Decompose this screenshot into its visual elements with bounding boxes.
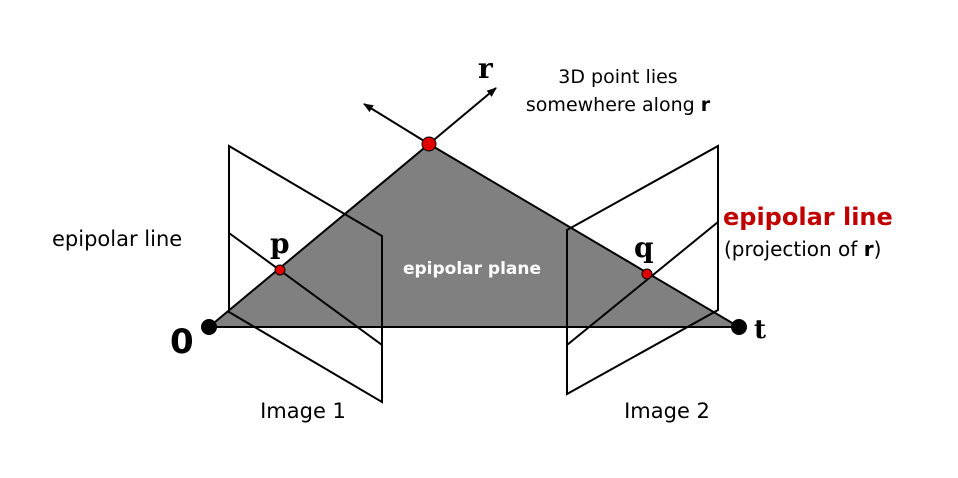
ray-caption-line1: 3D point lies [558,66,677,88]
projection-bold: r [864,237,874,261]
left-epipolar-line-label: epipolar line [52,227,182,251]
scene-point [421,136,437,152]
ray-caption-line2-bold: r [701,94,711,116]
projection-prefix: (projection of [724,237,864,261]
ray-caption-line2-text: somewhere along [526,94,701,116]
point-p [274,264,286,276]
translation-dot [731,319,747,335]
point-q-label: q [634,231,654,264]
point-q [641,268,653,280]
ray-label: r [478,52,494,85]
origin-label: 0 [170,322,194,362]
projection-suffix: ) [874,237,882,261]
image2-frame [566,144,719,396]
image1-frame [228,144,383,404]
ray-r-back-arrow [363,103,430,145]
image2-label: Image 2 [624,399,710,423]
origin-dot [201,319,217,335]
right-epipolar-line-label: epipolar line [723,203,893,231]
projection-caption: (projection of r) [724,237,881,261]
translation-label: t [754,315,766,345]
image1-label: Image 1 [260,399,346,423]
ray-caption-line2: somewhere along r [526,94,711,116]
ray-r-arrow [428,87,497,145]
right-epipolar-line [566,221,719,346]
epipolar-plane-label: epipolar plane [403,259,541,279]
point-p-label: p [270,227,290,260]
